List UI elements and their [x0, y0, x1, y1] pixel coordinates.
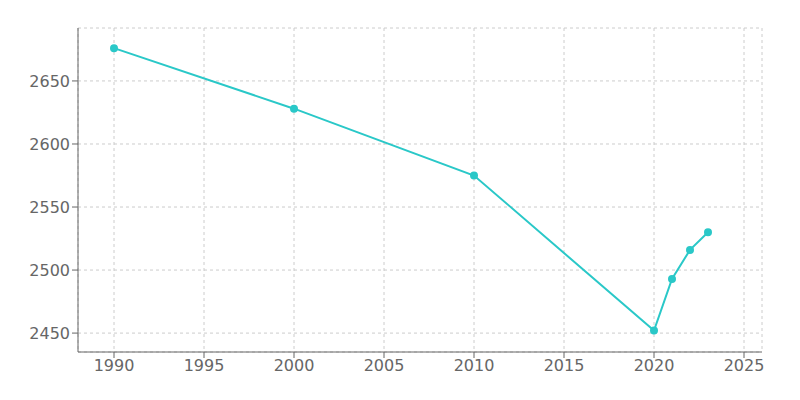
svg-text:2600: 2600 [29, 135, 70, 154]
svg-text:2005: 2005 [364, 356, 405, 375]
svg-text:1990: 1990 [94, 356, 135, 375]
svg-text:2015: 2015 [544, 356, 585, 375]
svg-text:2500: 2500 [29, 261, 70, 280]
svg-text:2650: 2650 [29, 72, 70, 91]
svg-text:2020: 2020 [634, 356, 675, 375]
svg-text:2025: 2025 [724, 356, 765, 375]
svg-text:2450: 2450 [29, 324, 70, 343]
svg-text:2010: 2010 [454, 356, 495, 375]
svg-text:1995: 1995 [184, 356, 225, 375]
svg-text:2550: 2550 [29, 198, 70, 217]
svg-text:2000: 2000 [274, 356, 315, 375]
